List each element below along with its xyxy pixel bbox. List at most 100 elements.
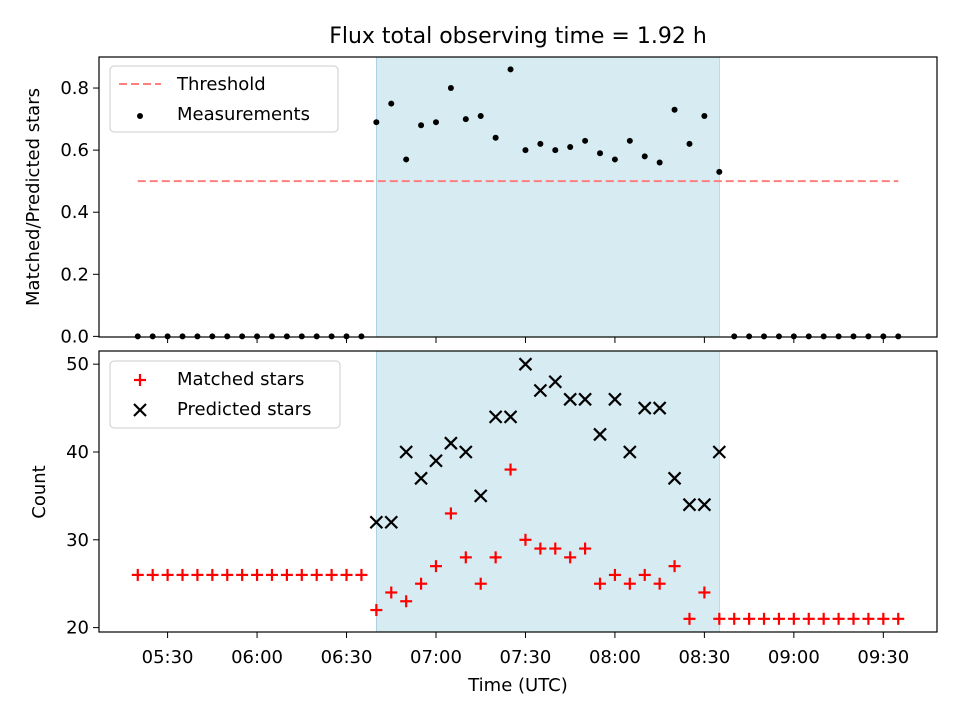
x-tick-label: 06:30 — [321, 647, 373, 668]
measurement-point — [388, 100, 395, 107]
matched-star-point — [400, 595, 413, 608]
bottom-x-ticks: 05:30 06:00 06:30 07:00 07:30 08:00 08:30 09:00… — [142, 632, 909, 668]
matched-star-point — [221, 568, 234, 581]
y-tick-label: 40 — [66, 442, 89, 463]
matched-star-point — [295, 568, 308, 581]
bottom-y-ticks: 20 30 40 50 — [66, 354, 99, 639]
matched-star-point — [385, 586, 398, 599]
measurement-point — [686, 140, 693, 147]
matched-star-point — [206, 568, 219, 581]
predicted-star-point — [548, 374, 563, 389]
matched-star-point — [683, 612, 696, 625]
predicted-star-point — [414, 471, 428, 486]
top-x-ticks — [167, 337, 884, 343]
matched-star-point — [176, 568, 189, 581]
legend-measurements-label: Measurements — [177, 104, 310, 125]
y-tick-label: 0.0 — [60, 326, 89, 347]
matched-star-point — [355, 568, 368, 581]
measurement-point — [761, 333, 768, 340]
top-axes-frame — [98, 56, 938, 338]
x-tick-label: 07:30 — [500, 647, 552, 668]
bottom-legend-frame — [109, 360, 341, 429]
measurement-point — [418, 122, 425, 129]
predicted-star-point — [518, 357, 533, 371]
matched-star-point — [429, 560, 442, 573]
matched-star-point — [698, 586, 711, 599]
predicted-star-point — [667, 471, 682, 486]
top-legend: Threshold Measurements — [109, 65, 339, 133]
y-tick-label: 50 — [66, 354, 89, 375]
predicted-star-point — [488, 410, 503, 424]
matched-star-point — [713, 612, 726, 625]
matched-star-point — [534, 542, 547, 555]
legend-threshold-label: Threshold — [176, 74, 266, 95]
measurement-point — [432, 119, 439, 126]
matched-star-point — [161, 568, 174, 581]
predicted-star-point — [652, 401, 667, 415]
matched-star-point — [772, 612, 785, 625]
predicted-star-point — [399, 445, 413, 459]
x-tick-label: 07:00 — [410, 647, 462, 668]
measurement-point — [641, 153, 648, 160]
predicted-star-point — [444, 436, 458, 450]
predicted-star-point — [429, 453, 443, 468]
matched-star-point — [728, 612, 741, 625]
matched-star-point — [236, 568, 249, 581]
predicted-star-point — [608, 392, 622, 407]
measurement-point — [283, 333, 290, 340]
predicted-star-point — [697, 497, 712, 512]
predicted-star-point — [623, 445, 637, 459]
predicted-star-point — [578, 392, 592, 407]
matched-star-point — [504, 463, 517, 476]
measurement-point — [358, 333, 365, 340]
predicted-star-point — [473, 489, 488, 503]
predicted-star-point — [593, 427, 607, 442]
bottom-legend: Matched stars Predicted stars — [109, 360, 341, 429]
matched-star-point — [787, 612, 800, 625]
matched-star-point — [892, 612, 905, 625]
top-markers — [134, 66, 902, 340]
y-tick-label: 0.2 — [60, 264, 89, 285]
y-tick-label: 20 — [66, 618, 89, 639]
measurement-point — [328, 333, 335, 340]
legend-predicted-label: Predicted stars — [177, 399, 311, 420]
measurement-point — [447, 85, 454, 92]
matched-star-point — [594, 577, 607, 590]
measurement-point — [611, 156, 618, 163]
matched-star-point — [444, 507, 457, 520]
top-y-ticks: 0.0 0.2 0.4 0.6 0.8 — [60, 78, 99, 347]
bottom-axes-frame — [98, 350, 938, 633]
measurement-point — [880, 333, 887, 340]
matched-star-point — [743, 612, 756, 625]
measurement-point — [850, 333, 857, 340]
measurement-point — [164, 333, 171, 340]
measurement-point — [209, 333, 216, 340]
matched-star-point — [638, 568, 651, 581]
predicted-star-point — [712, 445, 727, 459]
bottom-shaded-band — [376, 350, 720, 633]
matched-star-point — [847, 612, 860, 625]
measurement-point — [224, 333, 231, 340]
measurement-point — [507, 66, 514, 73]
y-tick-label: 30 — [66, 530, 89, 551]
measurement-point — [552, 147, 559, 154]
measurement-point — [373, 119, 380, 126]
y-tick-label: 0.8 — [60, 78, 89, 99]
matched-star-point — [280, 568, 293, 581]
matched-star-point — [832, 612, 845, 625]
measurement-point — [671, 106, 678, 113]
matched-star-point — [668, 560, 681, 573]
bottom-markers — [131, 357, 905, 625]
measurement-point — [567, 144, 574, 151]
matched-star-point — [579, 542, 592, 555]
measurement-point — [835, 333, 842, 340]
matched-star-point — [325, 568, 338, 581]
predicted-star-point — [503, 410, 518, 424]
matched-star-point — [191, 568, 204, 581]
x-tick-label: 08:30 — [678, 647, 730, 668]
predicted-star-point — [682, 497, 697, 512]
measurement-point — [149, 333, 156, 340]
matched-star-point — [817, 612, 830, 625]
matched-star-point — [877, 612, 890, 625]
measurement-point — [731, 333, 738, 340]
